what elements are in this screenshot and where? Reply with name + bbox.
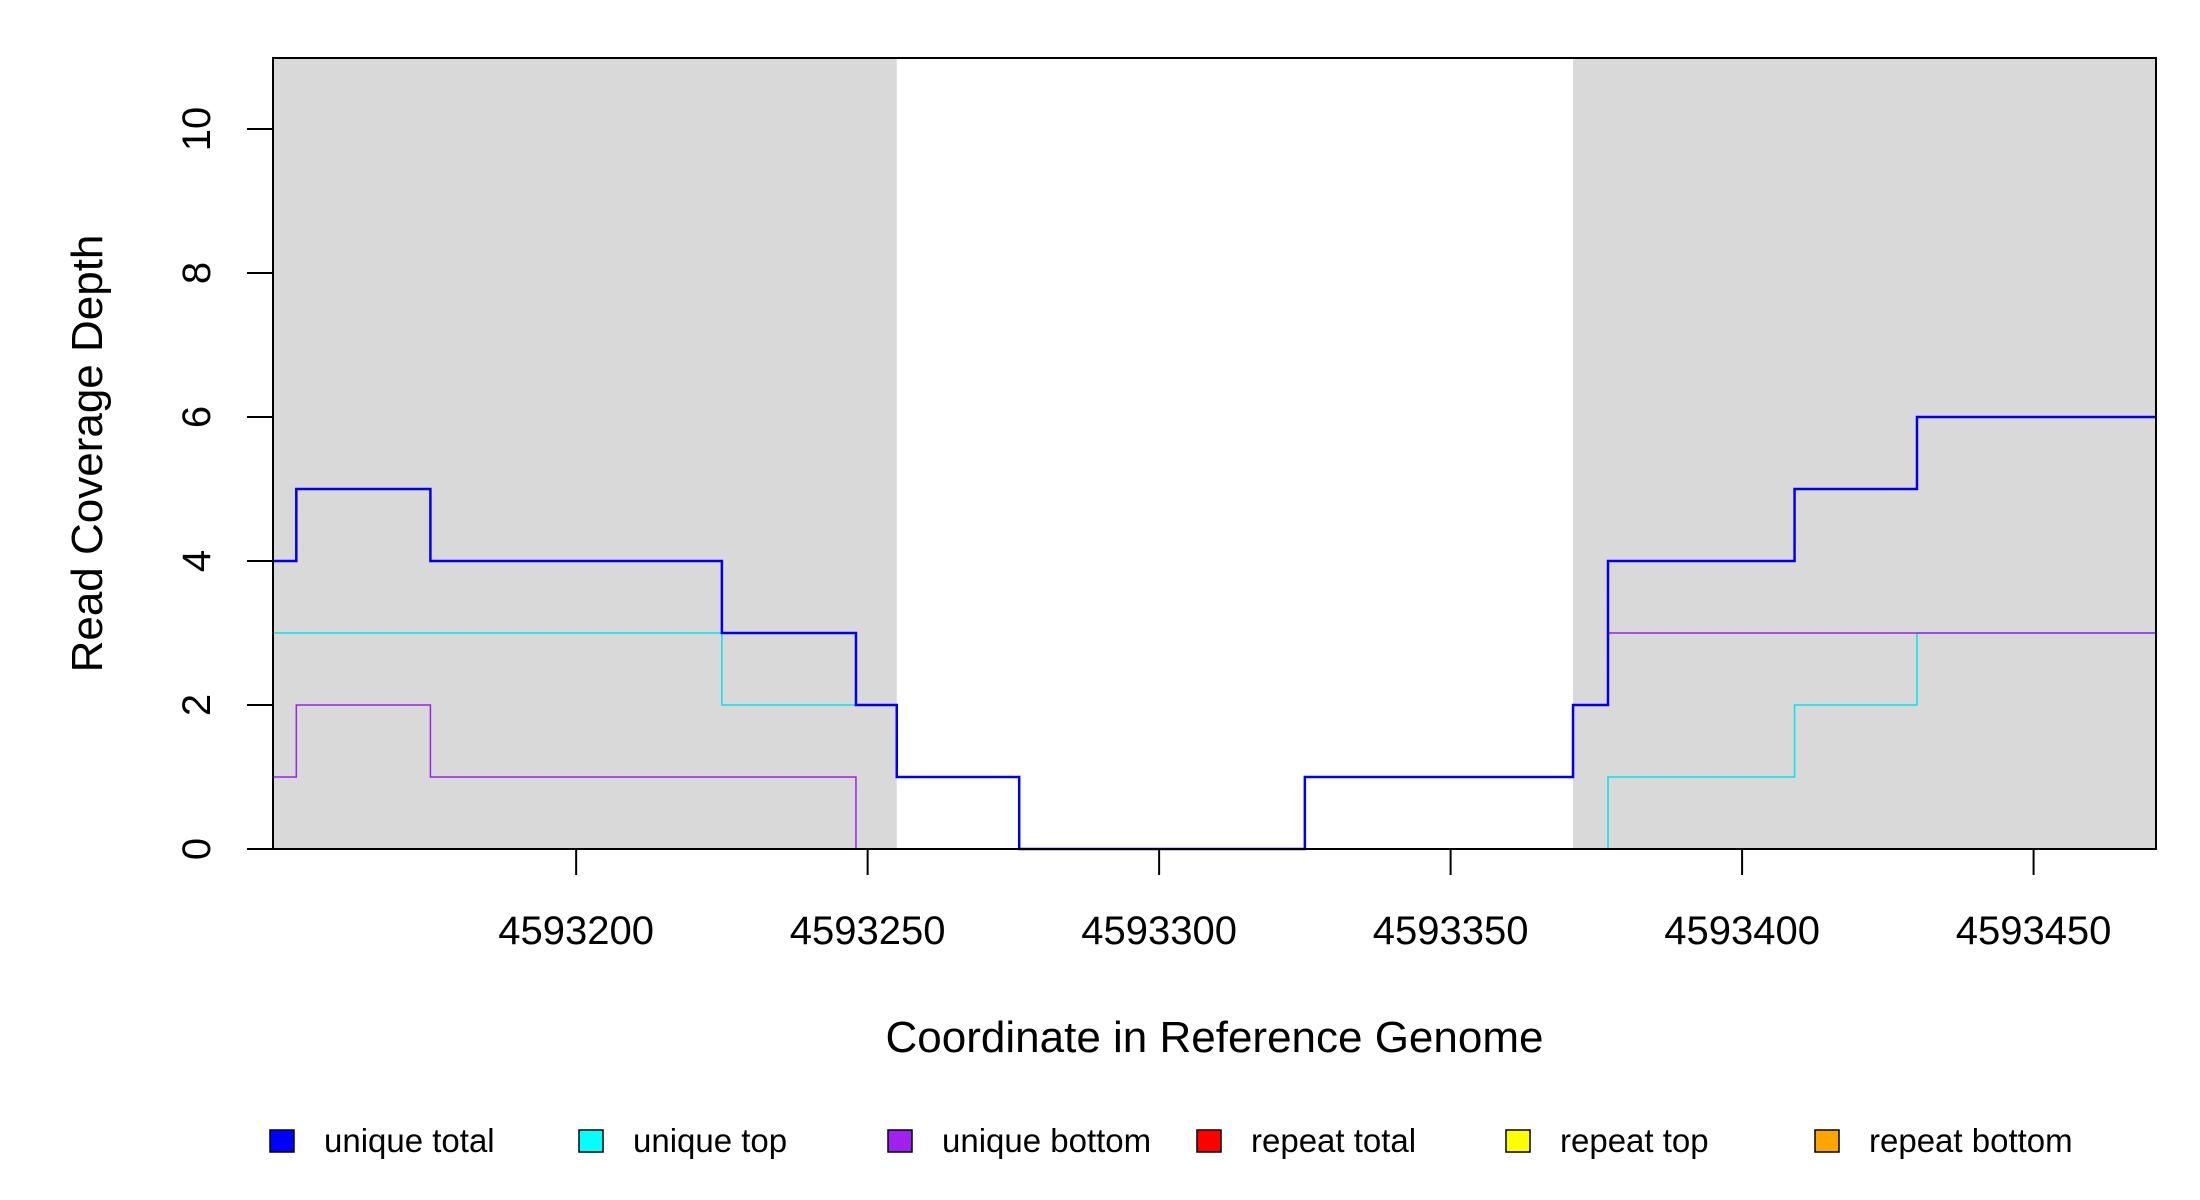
legend-label: unique top xyxy=(633,1122,787,1159)
shaded-regions xyxy=(273,58,2156,849)
legend-label: unique bottom xyxy=(942,1122,1151,1159)
x-tick-label: 4593350 xyxy=(1373,909,1529,953)
legend-label: repeat total xyxy=(1251,1122,1416,1159)
legend-label: repeat bottom xyxy=(1869,1122,2073,1159)
legend-item-repeat-top: repeat top xyxy=(1505,1122,1709,1159)
plot-frame xyxy=(272,57,2157,850)
x-tick-label: 4593450 xyxy=(1956,909,2112,953)
x-tick-label: 4593400 xyxy=(1664,909,1820,953)
y-axis-title: Read Coverage Depth xyxy=(63,235,112,673)
x-tick-label: 4593200 xyxy=(498,909,654,953)
legend: unique total unique top unique bottom repea… xyxy=(269,1122,2073,1159)
legend-item-repeat-total: repeat total xyxy=(1196,1122,1416,1159)
y-tick-label: 8 xyxy=(175,262,219,284)
shaded-region-2 xyxy=(1573,58,2156,849)
y-tick-label: 6 xyxy=(175,406,219,428)
legend-swatch xyxy=(1196,1129,1222,1153)
legend-swatch xyxy=(1505,1129,1531,1153)
legend-item-unique-total: unique total xyxy=(269,1122,495,1159)
x-tick-label: 4593300 xyxy=(1081,909,1237,953)
legend-swatch xyxy=(1814,1129,1840,1153)
legend-swatch xyxy=(578,1129,604,1153)
legend-swatch xyxy=(887,1129,913,1153)
y-tick-label: 0 xyxy=(175,838,219,860)
y-tick-label: 4 xyxy=(175,550,219,572)
y-tick-label: 10 xyxy=(175,107,219,152)
series-unique-total xyxy=(273,415,2156,851)
legend-label: unique total xyxy=(324,1122,495,1159)
legend-label: repeat top xyxy=(1560,1122,1709,1159)
legend-item-repeat-bottom: repeat bottom xyxy=(1814,1122,2073,1159)
x-tick-label: 4593250 xyxy=(790,909,946,953)
legend-swatch xyxy=(269,1129,295,1153)
x-axis: 4593200 4593250 4593300 4593350 4593400 45934… xyxy=(498,849,2111,953)
shaded-region-1 xyxy=(273,58,897,849)
legend-item-unique-bottom: unique bottom xyxy=(887,1122,1151,1159)
y-axis: 0 2 4 6 8 10 xyxy=(175,107,273,860)
y-tick-label: 2 xyxy=(175,694,219,716)
legend-item-unique-top: unique top xyxy=(578,1122,787,1159)
x-axis-title: Coordinate in Reference Genome xyxy=(886,1013,1544,1062)
